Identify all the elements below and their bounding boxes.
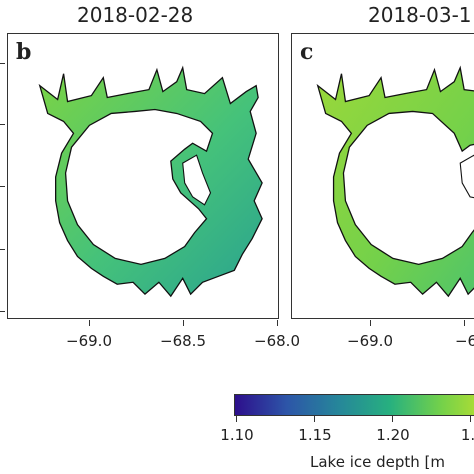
colorbar-tick [314,416,316,422]
colorbar-tick [392,416,394,422]
lake-ice-map-b [38,65,263,298]
island-outline [182,154,212,206]
colorbar-title: Lake ice depth [m [310,453,445,471]
x-tick [89,320,91,326]
y-tick [0,249,5,251]
colorbar-tick-label: 1. [460,426,474,444]
y-tick [0,311,5,313]
x-tick-label: −68.5 [160,332,206,350]
x-tick-label: −69.0 [347,332,393,350]
colorbar-tick-label: 1.15 [298,426,332,444]
lake-ice-region [316,65,474,298]
panel-c-map: c [291,33,474,319]
lake-ice-map-c [316,65,474,298]
y-tick [0,63,5,65]
x-tick [370,320,372,326]
x-tick-label: −6 [454,332,474,350]
lake-ice-region [38,65,263,298]
panel-c-letter: c [300,39,314,65]
x-tick-label: −69.0 [66,332,112,350]
colorbar-tick-label: 1.10 [220,426,254,444]
colorbar-tick-label: 1.20 [376,426,410,444]
y-tick [0,124,5,126]
island-outline [459,154,474,199]
panel-c-title: 2018-03-1 [368,3,472,27]
panel-b-letter: b [16,39,32,65]
y-tick [0,186,5,188]
x-tick-label: −68.0 [254,332,300,350]
panel-b-map: b [7,33,279,319]
colorbar-tick [470,416,472,422]
x-tick [183,320,185,326]
panel-b-title: 2018-02-28 [77,3,194,27]
colorbar-tick [236,416,238,422]
x-tick [464,320,466,326]
colorbar [234,394,474,416]
x-tick [277,320,279,326]
